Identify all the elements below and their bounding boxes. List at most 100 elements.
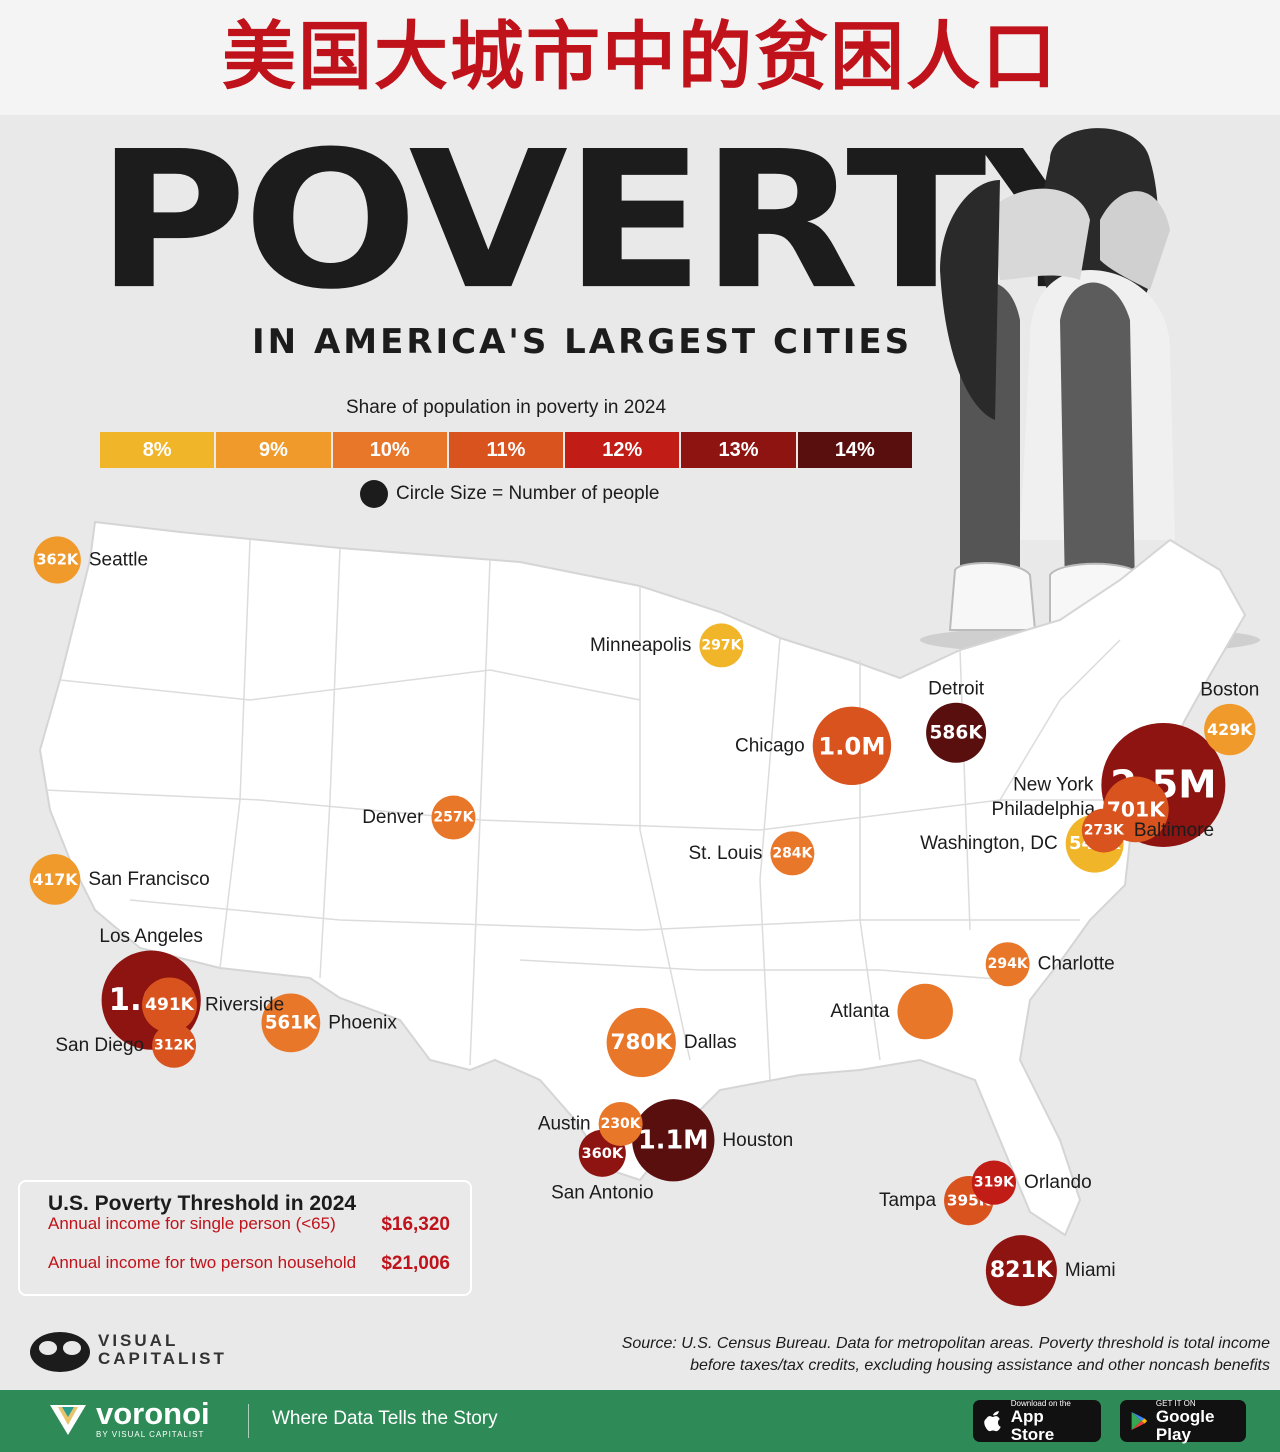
google-play-button[interactable]: GET IT ON Google Play (1120, 1398, 1246, 1444)
us-outline (38, 520, 1247, 1237)
city-bubble (926, 702, 987, 763)
city-bubble (985, 942, 1030, 987)
bubble-value-label: 1.1M (638, 1125, 709, 1155)
threshold-label: Annual income for two person household (48, 1253, 357, 1272)
city-name-label: Denver (362, 807, 424, 828)
city-name-label: Houston (722, 1130, 793, 1151)
vc-mask-icon (30, 1332, 90, 1372)
bubble-value-label: 257K (433, 810, 474, 826)
voronoi-name: voronoi (96, 1396, 210, 1431)
city-name-label: New York (1013, 774, 1094, 795)
city-name-label: Seattle (89, 550, 148, 571)
apple-icon (984, 1411, 1001, 1432)
source-line-2: before taxes/tax credits, excluding hous… (690, 1357, 1270, 1374)
vc-line2: CAPITALIST (98, 1349, 227, 1368)
city-name-label: Dallas (684, 1032, 737, 1053)
city-bubble (632, 1099, 715, 1182)
city-bubble (152, 1023, 197, 1068)
city-name-label: Phoenix (328, 1012, 397, 1033)
bubble-value-label: 362K (36, 552, 78, 569)
google-play-small: GET IT ON (1155, 1398, 1196, 1408)
city-bubble (598, 1101, 643, 1146)
legend-color-bar: 8% 9% 10% 11% 12% 13% 14% (100, 432, 912, 468)
size-dot-icon (360, 480, 388, 508)
city-name-label: Orlando (1024, 1172, 1092, 1193)
city-name-label: Charlotte (1038, 954, 1115, 975)
us-map (38, 520, 1247, 1237)
city-name-label: San Diego (55, 1035, 144, 1056)
bubble-value-label: 230K (601, 1116, 642, 1132)
city-name-label: San Francisco (88, 869, 209, 890)
legend-bin: 11% (448, 432, 566, 468)
legend-bin: 14% (797, 432, 912, 468)
bubble-value-label: 297K (701, 637, 742, 653)
threshold-row-single: Annual income for single person (<65) $1… (48, 1214, 450, 1236)
city-bubble (431, 795, 476, 840)
legend-bin: 13% (681, 432, 798, 468)
city-name-label: Minneapolis (590, 635, 691, 656)
city-name-label: Tampa (879, 1190, 936, 1211)
bubble-value-label: 586K (929, 722, 983, 743)
city-name-label: Chicago (735, 735, 805, 756)
bubble-value-label: 312K (154, 1038, 195, 1054)
city-name-label: Miami (1065, 1260, 1116, 1281)
city-name-label: Austin (538, 1113, 591, 1134)
source-note: Source: U.S. Census Bureau. Data for met… (570, 1333, 1270, 1377)
bubble-value-label: 561K (265, 1012, 318, 1033)
city-name-label: Boston (1200, 679, 1259, 700)
bubble-value-label: 284K (772, 845, 813, 861)
city-bubble (29, 854, 81, 905)
city-name-label: Riverside (205, 994, 284, 1015)
threshold-amount: $16,320 (381, 1214, 450, 1235)
bubble-value-label: 294K (988, 956, 1029, 972)
bubble-value-label: 821K (990, 1258, 1054, 1283)
city-name-label: St. Louis (688, 843, 762, 864)
city-bubble (897, 983, 953, 1040)
google-play-icon (1131, 1412, 1148, 1430)
city-name-label: Atlanta (830, 1001, 890, 1022)
voronoi-logo[interactable]: voronoi BY VISUAL CAPITALIST (48, 1398, 210, 1439)
city-bubble (971, 1160, 1017, 1205)
city-bubble (770, 831, 815, 876)
tagline: Where Data Tells the Story (272, 1408, 498, 1429)
bubble-value-label: 319K (974, 1175, 1015, 1191)
app-store-small: Download on the (1010, 1398, 1071, 1408)
bubble-value-label: 780K (611, 1030, 674, 1055)
chart-subtitle: IN AMERICA'S LARGEST CITIES (252, 322, 913, 362)
state-borders (44, 539, 1130, 1081)
voronoi-sub: BY VISUAL CAPITALIST (96, 1430, 205, 1439)
visual-capitalist-logo: VISUAL CAPITALIST (28, 1326, 227, 1374)
city-name-label: Los Angeles (99, 926, 203, 947)
bubble-value-label: 360K (581, 1145, 623, 1162)
bubble-value-label: 417K (33, 870, 79, 889)
city-bubble (606, 1007, 676, 1078)
threshold-row-household: Annual income for two person household $… (48, 1253, 450, 1275)
city-name-label: Philadelphia (992, 799, 1096, 820)
footer-bar: voronoi BY VISUAL CAPITALIST Where Data … (0, 1390, 1280, 1452)
legend-bin: 9% (216, 432, 333, 468)
chinese-header-band: 美国大城市中的贫困人口 (0, 0, 1280, 115)
source-line-1: Source: U.S. Census Bureau. Data for met… (621, 1335, 1270, 1352)
google-play-big: Google Play (1155, 1406, 1215, 1444)
city-name-label: San Antonio (551, 1182, 653, 1203)
threshold-amount: $21,006 (381, 1253, 450, 1274)
legend-title: Share of population in poverty in 2024 (345, 397, 667, 418)
app-store-button[interactable]: Download on the App Store (973, 1398, 1101, 1444)
city-bubble (699, 623, 744, 668)
bubble-value-label: 1.0M (818, 731, 885, 760)
city-bubble (1081, 808, 1126, 853)
app-store-big: App Store (1010, 1406, 1055, 1444)
size-legend: Circle Size = Number of people (360, 480, 660, 508)
city-bubble (261, 993, 321, 1053)
city-bubble (812, 706, 892, 786)
threshold-label: Annual income for single person (<65) (48, 1214, 336, 1233)
bubble-value-label: 273K (1084, 823, 1125, 839)
threshold-title: U.S. Poverty Threshold in 2024 (48, 1192, 357, 1215)
vc-line1: VISUAL (98, 1331, 179, 1350)
city-bubble (33, 536, 81, 584)
bubble-value-label: 429K (1207, 720, 1253, 739)
city-name-label: Detroit (928, 678, 985, 699)
bubble-value-label: 491K (145, 995, 195, 1015)
poverty-threshold-panel: U.S. Poverty Threshold in 2024 Annual in… (18, 1180, 472, 1296)
